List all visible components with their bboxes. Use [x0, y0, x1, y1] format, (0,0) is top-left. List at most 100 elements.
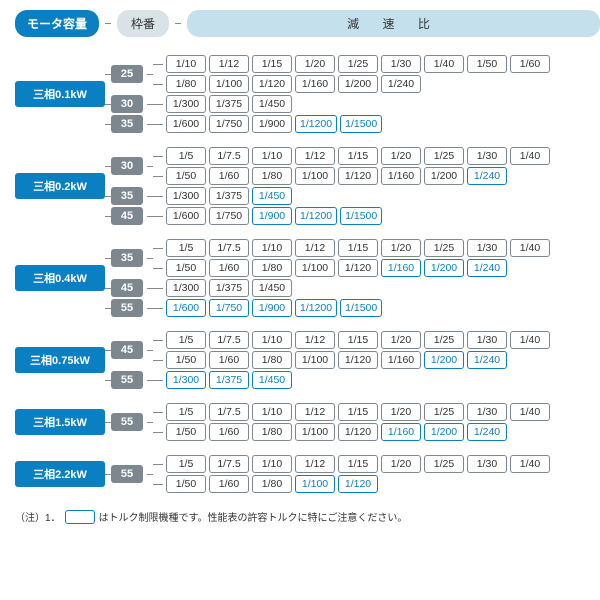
reduction-ratio-cell: 1/80 — [252, 423, 292, 441]
reduction-ratio-cell: 1/40 — [424, 55, 464, 73]
frame-row: 551/51/7.51/101/121/151/201/251/301/401/… — [105, 455, 550, 493]
reduction-ratio-cell: 1/240 — [381, 75, 421, 93]
reduction-ratio-cell: 1/30 — [467, 239, 507, 257]
reduction-ratio-cell: 1/200 — [424, 167, 464, 185]
reduction-ratio-cell: 1/1200 — [295, 207, 337, 225]
motor-group: 三相0.1kW251/101/121/151/201/251/301/401/5… — [15, 55, 600, 133]
ratio-line: 1/101/121/151/201/251/301/401/501/60 — [153, 55, 550, 73]
reduction-ratio-cell: 1/15 — [338, 147, 378, 165]
reduction-ratio-cell: 1/450 — [252, 279, 292, 297]
reduction-ratio-cell: 1/240 — [467, 351, 507, 369]
reduction-ratio-cell: 1/375 — [209, 95, 249, 113]
reduction-ratio-cell: 1/25 — [424, 331, 464, 349]
reduction-ratio-cell: 1/120 — [338, 167, 378, 185]
reduction-ratio-cell: 1/10 — [252, 331, 292, 349]
ratio-line: 1/3001/3751/450 — [153, 279, 292, 297]
frame-row: 451/6001/7501/9001/12001/1500 — [105, 207, 550, 225]
ratio-line: 1/6001/7501/9001/12001/1500 — [153, 115, 382, 133]
reduction-ratio-cell: 1/5 — [166, 239, 206, 257]
reduction-ratio-cell: 1/50 — [467, 55, 507, 73]
motor-capacity-box: 三相0.2kW — [15, 173, 105, 199]
reduction-ratio-cell: 1/20 — [381, 239, 421, 257]
reduction-ratio-cell: 1/40 — [510, 239, 550, 257]
reduction-ratio-cell: 1/240 — [467, 259, 507, 277]
reduction-ratio-cell: 1/12 — [295, 239, 335, 257]
reduction-ratio-cell: 1/10 — [252, 147, 292, 165]
reduction-ratio-cell: 1/1200 — [295, 115, 337, 133]
reduction-ratio-cell: 1/7.5 — [209, 455, 249, 473]
ratio-line: 1/51/7.51/101/121/151/201/251/301/40 — [153, 147, 550, 165]
reduction-ratio-cell: 1/160 — [381, 259, 421, 277]
reduction-ratio-cell: 1/15 — [338, 403, 378, 421]
reduction-ratio-cell: 1/25 — [338, 55, 378, 73]
reduction-ratio-cell: 1/240 — [467, 167, 507, 185]
reduction-ratio-cell: 1/7.5 — [209, 147, 249, 165]
reduction-ratio-cell: 1/12 — [295, 455, 335, 473]
reduction-ratio-cell: 1/30 — [467, 455, 507, 473]
motor-group: 三相2.2kW551/51/7.51/101/121/151/201/251/3… — [15, 455, 600, 493]
reduction-ratio-cell: 1/160 — [295, 75, 335, 93]
frame-number-box: 55 — [111, 413, 143, 431]
frame-number-box: 35 — [111, 115, 143, 133]
reduction-ratio-cell: 1/120 — [338, 351, 378, 369]
connector — [175, 23, 181, 24]
reduction-ratio-cell: 1/12 — [295, 331, 335, 349]
frame-number-box: 30 — [111, 157, 143, 175]
reduction-ratio-cell: 1/120 — [338, 475, 378, 493]
ratio-line: 1/6001/7501/9001/12001/1500 — [153, 299, 382, 317]
reduction-ratio-cell: 1/50 — [166, 167, 206, 185]
reduction-ratio-cell: 1/50 — [166, 259, 206, 277]
reduction-ratio-cell: 1/200 — [338, 75, 378, 93]
reduction-ratio-cell: 1/100 — [295, 475, 335, 493]
header-row: モータ容量 枠番 減 速 比 — [15, 10, 600, 37]
reduction-ratio-cell: 1/40 — [510, 403, 550, 421]
reduction-ratio-cell: 1/600 — [166, 207, 206, 225]
reduction-ratio-cell: 1/80 — [166, 75, 206, 93]
reduction-ratio-cell: 1/30 — [467, 331, 507, 349]
reduction-ratio-cell: 1/120 — [338, 423, 378, 441]
ratio-line: 1/6001/7501/9001/12001/1500 — [153, 207, 382, 225]
reduction-ratio-cell: 1/20 — [381, 403, 421, 421]
reduction-ratio-cell: 1/60 — [209, 351, 249, 369]
motor-group: 三相0.75kW451/51/7.51/101/121/151/201/251/… — [15, 331, 600, 389]
header-frame-number: 枠番 — [117, 10, 169, 37]
reduction-ratio-cell: 1/1200 — [295, 299, 337, 317]
footnote-prefix: （注）1． — [15, 509, 61, 524]
frame-row: 551/6001/7501/9001/12001/1500 — [105, 299, 550, 317]
reduction-ratio-cell: 1/200 — [424, 259, 464, 277]
reduction-ratio-cell: 1/900 — [252, 299, 292, 317]
ratio-line: 1/3001/3751/450 — [153, 371, 292, 389]
frame-row: 351/51/7.51/101/121/151/201/251/301/401/… — [105, 239, 550, 277]
reduction-ratio-cell: 1/30 — [381, 55, 421, 73]
reduction-ratio-cell: 1/375 — [209, 187, 249, 205]
frame-row: 251/101/121/151/201/251/301/401/501/601/… — [105, 55, 550, 93]
reduction-ratio-cell: 1/60 — [209, 423, 249, 441]
reduction-ratio-cell: 1/15 — [338, 331, 378, 349]
reduction-ratio-cell: 1/100 — [295, 167, 335, 185]
reduction-ratio-cell: 1/60 — [209, 259, 249, 277]
reduction-ratio-cell: 1/20 — [381, 147, 421, 165]
reduction-ratio-cell: 1/1500 — [340, 207, 382, 225]
highlight-swatch-icon — [65, 510, 95, 524]
frame-number-box: 45 — [111, 279, 143, 297]
reduction-ratio-cell: 1/100 — [295, 351, 335, 369]
reduction-ratio-cell: 1/5 — [166, 331, 206, 349]
reduction-ratio-cell: 1/100 — [295, 423, 335, 441]
frame-row: 351/3001/3751/450 — [105, 187, 550, 205]
reduction-ratio-cell: 1/450 — [252, 371, 292, 389]
reduction-ratio-cell: 1/80 — [252, 351, 292, 369]
frame-row: 551/3001/3751/450 — [105, 371, 550, 389]
frame-row: 451/51/7.51/101/121/151/201/251/301/401/… — [105, 331, 550, 369]
reduction-ratio-cell: 1/10 — [166, 55, 206, 73]
header-motor-capacity: モータ容量 — [15, 10, 99, 37]
reduction-ratio-cell: 1/120 — [252, 75, 292, 93]
reduction-ratio-cell: 1/450 — [252, 187, 292, 205]
ratio-line: 1/501/601/801/1001/1201/1601/2001/240 — [153, 423, 550, 441]
reduction-ratio-cell: 1/12 — [209, 55, 249, 73]
frame-row: 45 1/3001/3751/450 — [105, 279, 550, 297]
reduction-ratio-cell: 1/60 — [209, 475, 249, 493]
reduction-ratio-cell: 1/20 — [381, 455, 421, 473]
reduction-ratio-cell: 1/10 — [252, 403, 292, 421]
reduction-ratio-cell: 1/40 — [510, 455, 550, 473]
ratio-line: 1/501/601/801/1001/120 — [153, 475, 550, 493]
